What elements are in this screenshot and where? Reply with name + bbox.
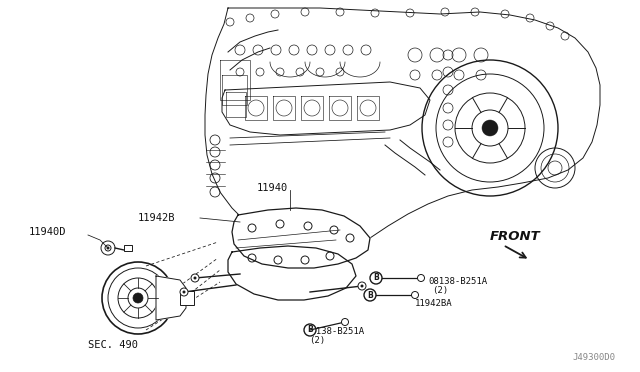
Circle shape xyxy=(342,318,349,326)
Circle shape xyxy=(417,275,424,282)
Text: FRONT: FRONT xyxy=(490,230,541,243)
Text: 08138-B251A: 08138-B251A xyxy=(305,327,364,336)
Text: 11940D: 11940D xyxy=(29,227,66,237)
Text: SEC. 490: SEC. 490 xyxy=(88,340,138,350)
Polygon shape xyxy=(228,246,356,300)
Polygon shape xyxy=(232,208,370,268)
Text: 11940: 11940 xyxy=(257,183,287,193)
Circle shape xyxy=(106,247,109,250)
Text: J49300D0: J49300D0 xyxy=(572,353,615,362)
Polygon shape xyxy=(156,276,186,320)
Text: B: B xyxy=(373,273,379,282)
Circle shape xyxy=(191,274,199,282)
Text: 11942B: 11942B xyxy=(138,213,175,223)
Circle shape xyxy=(180,288,188,296)
Circle shape xyxy=(364,289,376,301)
Circle shape xyxy=(358,282,366,290)
Circle shape xyxy=(412,292,419,298)
Circle shape xyxy=(101,241,115,255)
Polygon shape xyxy=(205,8,600,252)
Text: (2): (2) xyxy=(309,336,325,345)
Circle shape xyxy=(360,285,364,288)
Text: 08138-B251A: 08138-B251A xyxy=(428,277,487,286)
Text: B: B xyxy=(307,326,313,334)
Bar xyxy=(180,291,194,305)
Circle shape xyxy=(193,276,196,279)
Circle shape xyxy=(182,291,186,294)
Text: 11942BA: 11942BA xyxy=(415,299,452,308)
Circle shape xyxy=(133,293,143,303)
Text: (2): (2) xyxy=(432,286,448,295)
Text: B: B xyxy=(367,291,373,299)
Bar xyxy=(124,245,132,251)
Circle shape xyxy=(482,120,498,136)
Circle shape xyxy=(304,324,316,336)
Circle shape xyxy=(370,272,382,284)
